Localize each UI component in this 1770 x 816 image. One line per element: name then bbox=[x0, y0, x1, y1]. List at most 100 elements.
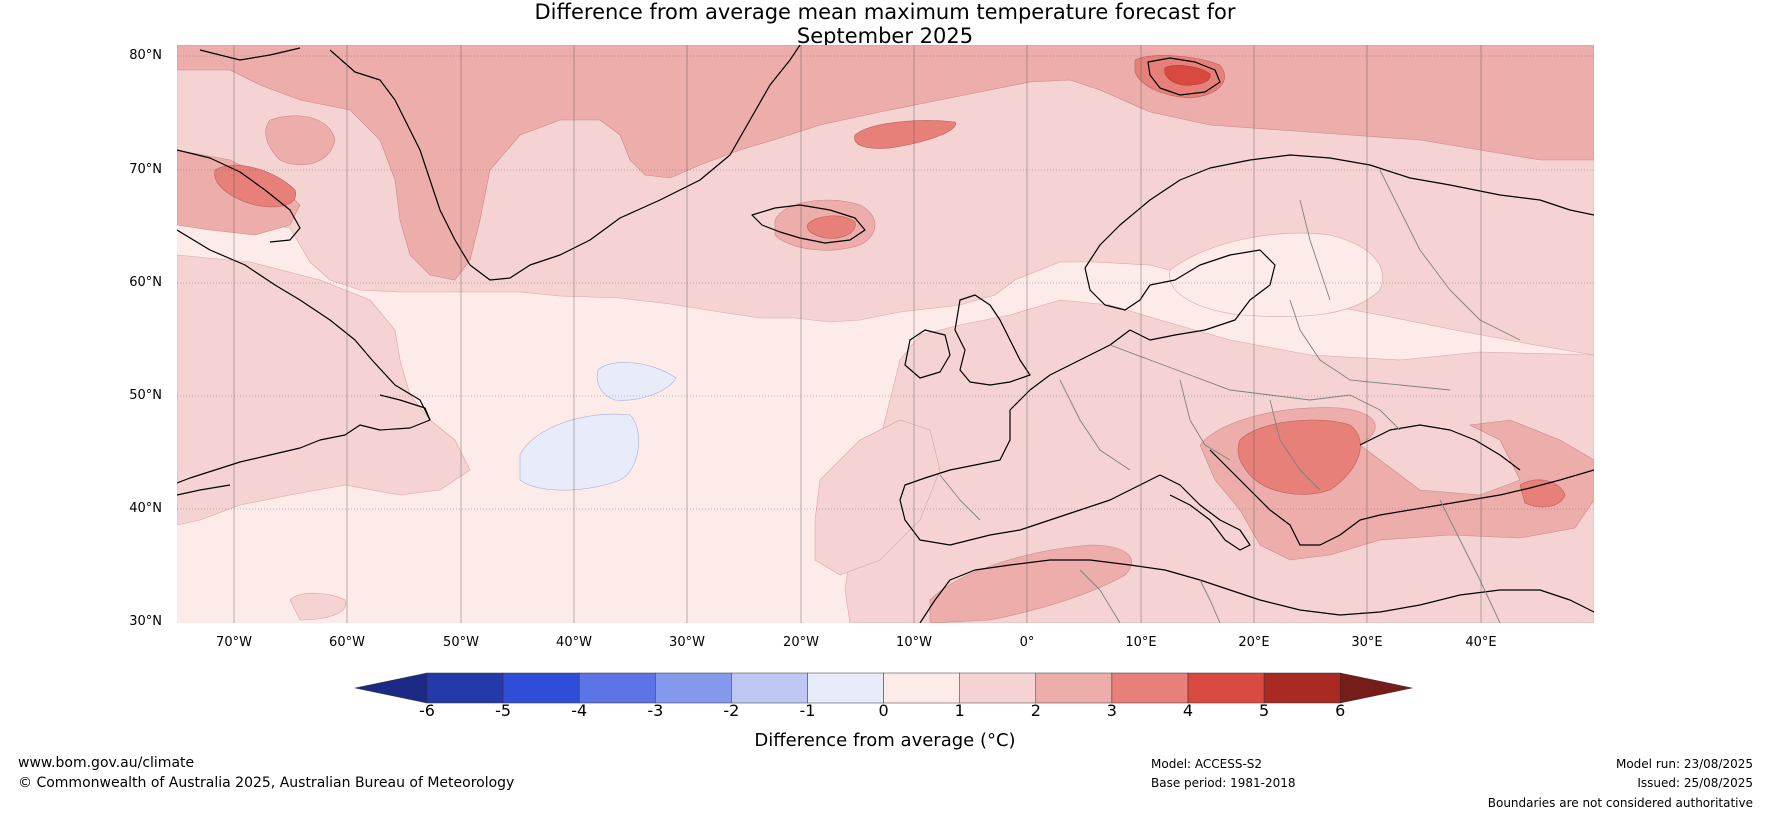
country-border bbox=[1379, 169, 1521, 341]
footer-website: www.bom.gov.au/climate bbox=[18, 755, 195, 771]
country-border bbox=[1199, 579, 1221, 623]
greenland-coastline bbox=[329, 45, 801, 281]
colorbar-tick-label: 6 bbox=[1335, 701, 1346, 720]
anomaly-0-1-scandinavia bbox=[1169, 232, 1383, 317]
anomaly-3-4-greenland-sea bbox=[854, 120, 956, 149]
colorbar-tick-label: 2 bbox=[1030, 701, 1041, 720]
country-border bbox=[1349, 394, 1401, 431]
colorbar-segment bbox=[578, 672, 656, 704]
labrador-coastline bbox=[177, 229, 431, 484]
colorbar-under-arrow bbox=[354, 672, 428, 704]
lat-label-70n: 70°N bbox=[129, 162, 162, 177]
colorbar-segment bbox=[807, 672, 884, 704]
footer-model: Model: ACCESS-S2 bbox=[1151, 757, 1263, 771]
lon-label-30w: 30°W bbox=[669, 635, 705, 650]
lon-label-40e: 40°E bbox=[1465, 635, 1497, 650]
anomaly-3-4-caucasus bbox=[1519, 479, 1566, 508]
colorbar-segment bbox=[959, 672, 1037, 704]
anomaly-1-2-sargasso bbox=[289, 592, 347, 621]
north-africa-coastline bbox=[919, 559, 1594, 623]
colorbar-segment bbox=[426, 672, 504, 704]
country-border bbox=[1059, 379, 1131, 471]
footer-issued: Issued: 25/08/2025 bbox=[1637, 776, 1753, 790]
lon-label-30e: 30°E bbox=[1351, 635, 1383, 650]
black-sea-coastline bbox=[1359, 424, 1521, 471]
lon-label-0: 0° bbox=[1019, 635, 1035, 650]
country-border bbox=[1179, 379, 1231, 461]
map-title-line2: September 2025 bbox=[796, 24, 974, 48]
colorbar-segment bbox=[1187, 672, 1265, 704]
colorbar-tick-label: -5 bbox=[495, 701, 512, 720]
colorbar-segment bbox=[1263, 672, 1341, 704]
lon-label-60w: 60°W bbox=[329, 635, 365, 650]
norway-south-coastline bbox=[1084, 267, 1151, 311]
colorbar-tick-label: 4 bbox=[1182, 701, 1194, 720]
colorbar-segment bbox=[883, 672, 960, 704]
colorbar-over-arrow bbox=[1339, 672, 1413, 704]
country-border bbox=[1289, 299, 1451, 391]
anomaly-3-4-iceland bbox=[807, 215, 856, 239]
ireland-coastline bbox=[904, 329, 951, 379]
anomaly-3-4-baffin bbox=[214, 164, 297, 208]
greenland-north-coastline bbox=[199, 47, 301, 61]
colorbar-tick-label: -3 bbox=[647, 701, 664, 720]
anomaly-1-2-iberia-coast bbox=[814, 419, 941, 576]
colorbar-title: Difference from average (°C) bbox=[754, 730, 1016, 751]
colorbar-tick-label: 3 bbox=[1106, 701, 1117, 720]
lat-label-50n: 50°N bbox=[129, 388, 162, 403]
lat-label-80n: 80°N bbox=[129, 48, 162, 63]
anomaly-4-5-svalbard bbox=[1164, 65, 1211, 86]
country-border bbox=[939, 474, 981, 521]
colorbar-tick-label: 0 bbox=[878, 701, 889, 720]
italy-coastline bbox=[1159, 474, 1251, 551]
scandinavia-coastline bbox=[1084, 154, 1594, 269]
us-east-coastline bbox=[177, 484, 231, 496]
anomaly-3-4-balkans bbox=[1237, 419, 1361, 495]
iceland-coastline bbox=[751, 204, 866, 244]
colorbar-segment bbox=[1035, 672, 1113, 704]
footer-model-run: Model run: 23/08/2025 bbox=[1615, 757, 1753, 771]
anomaly-1-2-north-america bbox=[177, 254, 471, 526]
map-title-line1: Difference from average mean maximum tem… bbox=[534, 0, 1236, 24]
colorbar-tick-label: -1 bbox=[799, 701, 816, 720]
lon-label-10e: 10°E bbox=[1125, 635, 1157, 650]
baffin-coastline bbox=[177, 149, 301, 243]
country-border bbox=[1299, 199, 1331, 301]
anomaly-neg1-0-atlantic-south bbox=[519, 413, 640, 491]
svalbard-coastline bbox=[1147, 57, 1221, 96]
country-border bbox=[1269, 399, 1321, 491]
balkans-coastline bbox=[1209, 449, 1594, 546]
baltic-coastline bbox=[1129, 249, 1276, 341]
europe-west-coastline bbox=[899, 329, 1161, 546]
anomaly-2-3-baffin bbox=[265, 115, 336, 166]
map-title: Difference from average mean maximum tem… bbox=[0, 0, 1770, 48]
colorbar-segment bbox=[1111, 672, 1189, 704]
colorbar-tick-label: 1 bbox=[954, 701, 965, 720]
lon-label-20w: 20°W bbox=[783, 635, 819, 650]
country-border bbox=[1079, 569, 1121, 623]
lon-label-50w: 50°W bbox=[443, 635, 479, 650]
country-border bbox=[1439, 499, 1501, 623]
lon-label-70w: 70°W bbox=[216, 635, 252, 650]
colorbar-tick-label: 5 bbox=[1259, 701, 1270, 720]
lon-label-40w: 40°W bbox=[556, 635, 592, 650]
colorbar-segment bbox=[655, 672, 732, 704]
colorbar-segment bbox=[502, 672, 580, 704]
colorbar-segment bbox=[731, 672, 808, 704]
lon-label-20e: 20°E bbox=[1238, 635, 1270, 650]
colorbar-tick-label: -6 bbox=[419, 701, 435, 720]
colorbar-tick-label: -4 bbox=[571, 701, 588, 720]
footer-base-period: Base period: 1981-2018 bbox=[1151, 776, 1296, 790]
nova-scotia-coastline bbox=[379, 394, 431, 421]
anomaly-2-3-north-africa bbox=[929, 544, 1132, 623]
lat-label-30n: 30°N bbox=[129, 614, 162, 629]
anomaly-2-3-arctic bbox=[177, 45, 1594, 281]
british-isles-coastline bbox=[954, 294, 1031, 386]
anomaly-neg1-0-atlantic-north bbox=[596, 362, 677, 401]
country-border bbox=[1109, 344, 1351, 401]
footer-copyright: © Commonwealth of Australia 2025, Austra… bbox=[18, 775, 515, 791]
lon-label-10w: 10°W bbox=[896, 635, 932, 650]
footer-disclaimer: Boundaries are not considered authoritat… bbox=[1487, 796, 1753, 810]
